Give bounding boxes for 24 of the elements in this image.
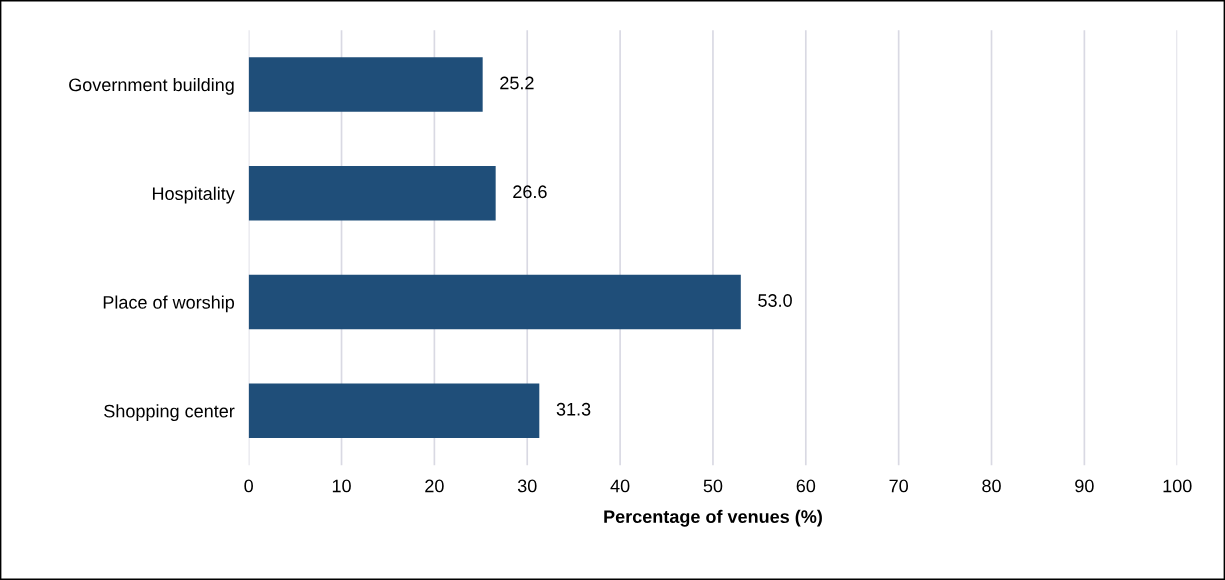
y-tick-label: Hospitality [152,186,235,204]
x-tick-label: 30 [517,479,537,493]
x-axis-title: Percentage of venues (%) [604,509,822,527]
x-tick-label: 20 [425,479,444,493]
x-tick-label: 90 [1075,479,1094,493]
bar [248,166,496,221]
bar [248,274,741,330]
bar [248,57,483,112]
x-tick-label: 80 [982,479,1001,493]
y-tick-label: Shopping center [104,404,235,422]
data-label: 25.2 [500,76,534,90]
bar [248,383,540,438]
data-label: 26.6 [513,185,547,199]
y-tick-label: Government building [69,77,234,95]
x-tick-label: 100 [1163,479,1192,493]
data-label: 31.3 [556,402,591,416]
x-tick-label: 10 [332,479,351,493]
data-label: 53.0 [758,294,792,307]
x-tick-label: 50 [703,479,723,493]
x-tick-label: 0 [244,479,253,493]
y-tick-label: Place of worship [103,295,235,313]
x-tick-label: 40 [610,479,630,493]
x-tick-label: 60 [796,479,816,493]
x-tick-label: 70 [889,479,908,493]
